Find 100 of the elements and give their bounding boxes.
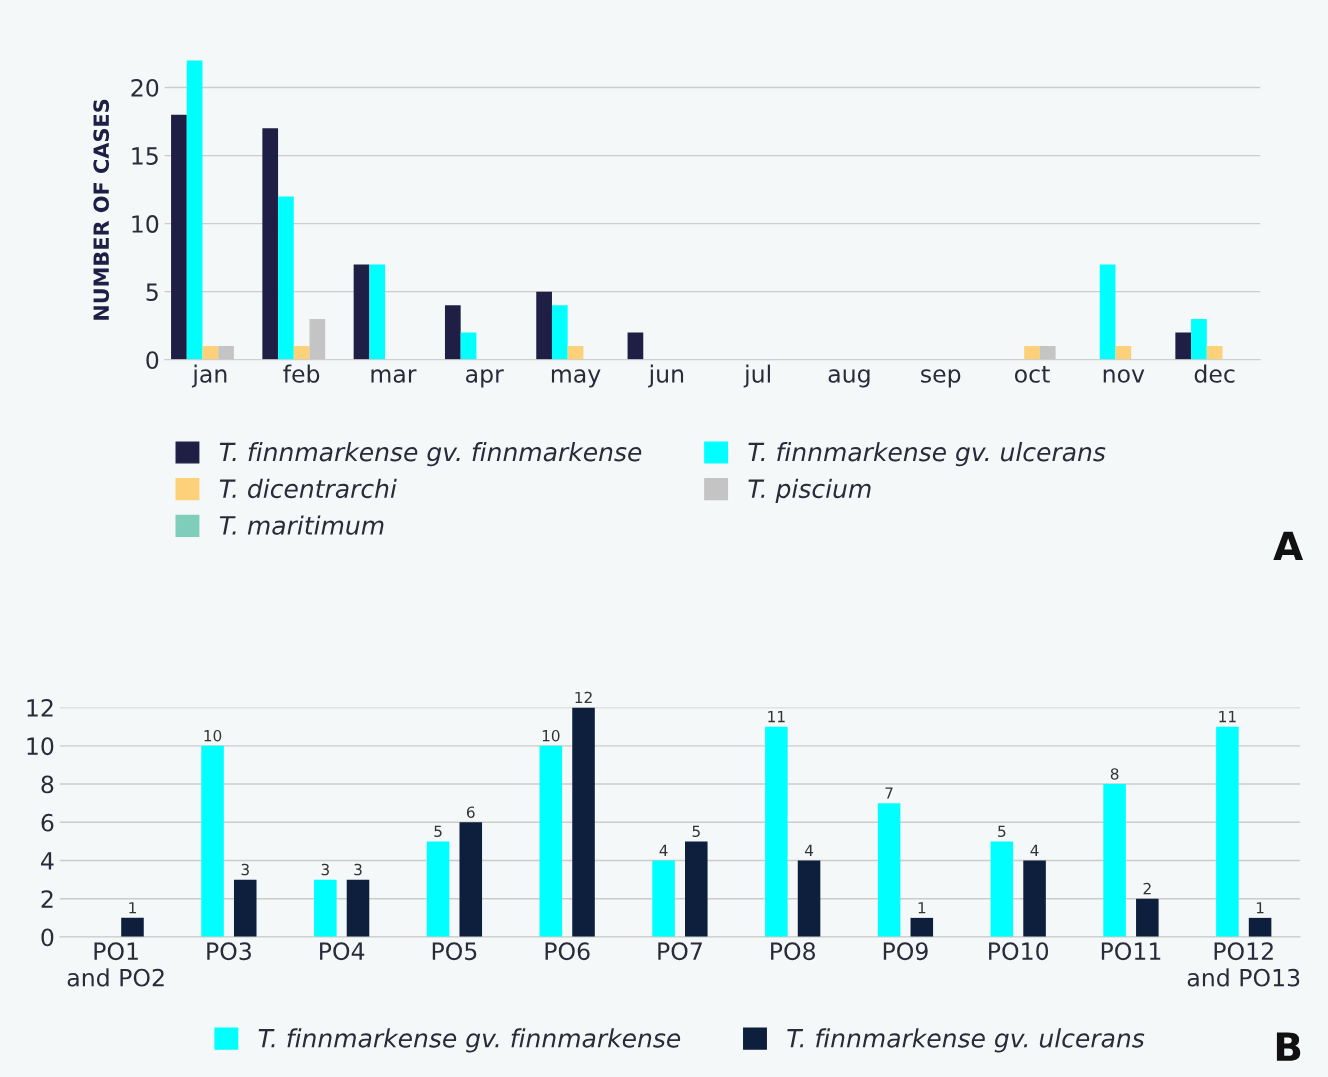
- bar: [278, 196, 294, 360]
- y-tick-label: 2: [41, 890, 53, 908]
- x-tick-label: sep: [921, 369, 961, 388]
- y-tick-label: 6: [41, 813, 54, 832]
- data-label: 3: [241, 863, 249, 876]
- data-label: 5: [998, 825, 1006, 838]
- bar: [652, 860, 675, 937]
- bar: [1216, 726, 1239, 937]
- bar: [314, 879, 337, 937]
- x-tick-label: PO7: [658, 942, 702, 961]
- y-tick-label: 0: [146, 351, 159, 370]
- x-tick-label: jan: [191, 364, 227, 388]
- x-tick-label: PO4: [320, 942, 365, 961]
- text: B: [1276, 1032, 1301, 1061]
- y-axis-title: NUMBER OF CASES: [93, 99, 110, 320]
- bar: [1191, 318, 1207, 360]
- x-tick-label: PO5: [432, 942, 477, 961]
- bar: [1103, 784, 1126, 937]
- y-tick-label: 12: [27, 699, 53, 717]
- data-label: 4: [1030, 844, 1039, 856]
- legend-label: T. dicentrarchi: [219, 478, 397, 499]
- bar: [990, 841, 1014, 937]
- y-tick-label: 10: [27, 737, 54, 756]
- x-tick-label: PO11: [1101, 942, 1161, 961]
- bar: [233, 879, 257, 937]
- bar: [765, 726, 788, 937]
- x-tick-label: aug: [828, 369, 870, 388]
- bar: [444, 305, 461, 360]
- bar: [627, 332, 644, 360]
- bar: [186, 60, 203, 360]
- bar: [459, 822, 483, 937]
- bar: [293, 346, 310, 360]
- bar: [1023, 860, 1046, 937]
- legend-label: T. piscium: [748, 478, 871, 503]
- bar: [202, 346, 219, 360]
- bar: [353, 264, 370, 360]
- bar: [171, 114, 187, 360]
- data-label: 1: [129, 902, 136, 914]
- data-label: 2: [1143, 882, 1151, 895]
- data-label: 10: [542, 729, 560, 742]
- bar: [685, 841, 708, 937]
- x-tick-label: dec: [1194, 364, 1235, 383]
- bar: [1024, 346, 1040, 360]
- x-tick-label: PO1 and PO2: [67, 942, 164, 987]
- x-tick-label: jul: [743, 364, 770, 388]
- data-label: 4: [659, 844, 668, 856]
- legend-label: T. maritimum: [219, 515, 384, 535]
- data-label: 1: [1256, 902, 1264, 914]
- data-label: 7: [885, 787, 893, 799]
- x-tick-label: PO9: [883, 942, 928, 961]
- bar: [539, 745, 563, 937]
- bar: [121, 917, 144, 937]
- data-label: 5: [692, 825, 700, 838]
- x-tick-label: PO10: [989, 942, 1049, 961]
- y-tick-label: 15: [132, 147, 158, 165]
- bar: [1175, 332, 1192, 360]
- y-tick-label: 5: [146, 283, 158, 301]
- bar: [1248, 917, 1272, 937]
- y-tick-label: 0: [41, 928, 54, 947]
- data-label: 3: [354, 863, 362, 876]
- x-tick-label: mar: [371, 369, 417, 383]
- text: A: [1273, 531, 1304, 561]
- data-label: 3: [321, 863, 329, 876]
- legend-label: T. finnmarkense gv. finnmarkense: [219, 442, 642, 467]
- x-tick-label: jun: [648, 364, 684, 388]
- bar: [551, 305, 568, 360]
- y-tick-label: 10: [132, 215, 159, 233]
- bar: [369, 264, 386, 360]
- y-tick-label: 4: [41, 852, 54, 870]
- x-tick-label: oct: [1014, 365, 1050, 383]
- bar: [262, 128, 279, 360]
- data-label: 5: [434, 825, 442, 838]
- bar: [910, 917, 934, 937]
- data-label: 6: [466, 806, 475, 818]
- bar: [877, 803, 901, 937]
- x-tick-label: PO3: [207, 942, 251, 961]
- y-tick-label: 20: [131, 78, 159, 97]
- data-label: 1: [918, 902, 926, 914]
- data-label: 11: [1219, 711, 1236, 723]
- bar: [536, 291, 552, 360]
- x-tick-label: apr: [466, 369, 504, 388]
- legend-label: T. finnmarkense gv. ulcerans: [787, 1028, 1145, 1053]
- bar: [1136, 898, 1159, 937]
- x-tick-label: PO12 and PO13: [1187, 942, 1300, 987]
- data-label: 8: [1110, 768, 1119, 780]
- x-tick-label: nov: [1103, 369, 1145, 383]
- bar: [1206, 346, 1223, 360]
- bar: [1115, 346, 1132, 360]
- bar: [572, 707, 595, 937]
- y-tick-label: 8: [41, 775, 54, 794]
- data-label: 4: [804, 844, 814, 856]
- x-tick-label: may: [551, 369, 601, 388]
- x-tick-label: PO6: [545, 942, 590, 961]
- data-label: 10: [204, 729, 222, 742]
- data-label: 11: [768, 711, 785, 723]
- x-tick-label: feb: [283, 364, 320, 383]
- bar: [426, 841, 450, 937]
- bar: [460, 332, 477, 360]
- bar: [797, 860, 821, 937]
- legend-label: T. finnmarkense gv. ulcerans: [748, 442, 1106, 467]
